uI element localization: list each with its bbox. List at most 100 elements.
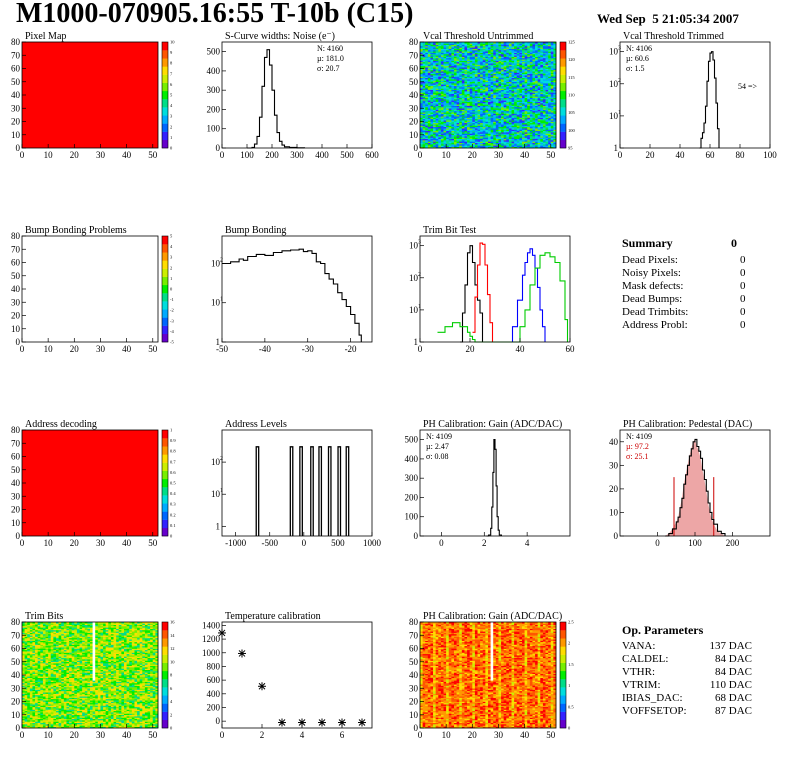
heatmap-cell: [448, 125, 452, 128]
heatmap-cell: [469, 122, 473, 125]
heatmap-cell: [438, 130, 442, 133]
y-tick-label: 0: [614, 531, 619, 541]
heatmap-cell: [467, 120, 470, 122]
heatmap-cell: [464, 108, 468, 110]
heatmap-cell: [480, 134, 484, 137]
heatmap-cell: [420, 112, 423, 114]
heatmap-cell: [440, 59, 444, 61]
heatmap-cell: [443, 97, 447, 100]
heatmap-cell: [464, 57, 468, 60]
heatmap-cell: [469, 134, 473, 137]
heatmap-cell: [446, 98, 450, 101]
heatmap-cell: [490, 120, 494, 122]
heatmap-cell: [461, 126, 465, 129]
heatmap-cell: [467, 105, 470, 108]
heatmap-cell: [456, 120, 460, 122]
heatmap-cell: [440, 122, 444, 125]
heatmap-cell: [425, 95, 429, 97]
heatmap-cell: [469, 53, 473, 56]
heatmap-cell: [477, 93, 481, 96]
heatmap-cell: [422, 112, 426, 114]
heatmap-cell: [480, 76, 484, 79]
heatmap-cell: [420, 49, 423, 52]
heatmap-cell: [482, 52, 486, 55]
heatmap-cell: [425, 101, 429, 104]
heatmap-cell: [448, 133, 452, 136]
heatmap-cell: [454, 73, 457, 76]
heatmap-cell: [430, 125, 434, 128]
heatmap-cell: [454, 69, 457, 72]
heatmap-cell: [433, 145, 436, 147]
heatmap-cell: [469, 48, 473, 51]
x-tick-label: 40: [676, 150, 686, 160]
heatmap-cell: [488, 59, 491, 61]
heatmap-cell: [425, 129, 429, 132]
colorbar-tick-label: -5: [170, 340, 174, 345]
heatmap-cell: [422, 72, 426, 75]
heatmap-cell: [435, 105, 439, 108]
heatmap-cell: [485, 45, 489, 48]
y-tick-label: 0: [16, 337, 21, 347]
heatmap-cell: [422, 122, 426, 125]
heatmap-cell: [420, 88, 423, 91]
heatmap-cell: [456, 88, 460, 91]
heatmap-cell: [490, 98, 494, 101]
heatmap-cell: [485, 71, 489, 73]
heatmap-cell: [454, 146, 457, 149]
heatmap-cell: [438, 85, 442, 88]
heatmap-cell: [448, 83, 452, 85]
heatmap-cell: [420, 72, 423, 75]
heatmap-cell: [438, 84, 442, 87]
heatmap-cell: [438, 53, 442, 56]
heatmap-cell: [461, 89, 465, 92]
heatmap-cell: [430, 130, 434, 133]
heatmap-cell: [433, 113, 436, 116]
heatmap-cell: [480, 136, 484, 138]
heatmap-cell: [427, 117, 431, 120]
heatmap-cell: [451, 88, 455, 91]
heatmap-cell: [435, 47, 439, 49]
heatmap-cell: [430, 95, 434, 97]
y-tick-label: 500: [405, 435, 419, 445]
heatmap-cell: [482, 42, 486, 44]
heatmap-cell: [467, 102, 470, 105]
heatmap-cell: [474, 101, 478, 104]
heatmap-cell: [488, 69, 491, 72]
chart-title: S-Curve widths: Noise (e⁻): [225, 31, 335, 42]
heatmap-cell: [472, 133, 476, 136]
colorbar-segment: [560, 131, 566, 141]
heatmap-cell: [472, 68, 476, 71]
heatmap-cell: [433, 84, 436, 87]
y-tick-label: 60: [409, 64, 419, 74]
histogram-line: [507, 248, 546, 343]
heatmap-cell: [425, 122, 429, 125]
heatmap-cell: [438, 141, 442, 144]
heatmap-cell: [456, 114, 460, 117]
heatmap-cell: [446, 120, 450, 122]
x-tick-label: 600: [365, 150, 379, 160]
heatmap-cell: [454, 91, 457, 93]
heatmap-cell: [469, 91, 473, 93]
heatmap-cell: [482, 88, 486, 91]
heatmap-cell: [451, 48, 455, 51]
heatmap-cell: [461, 67, 465, 69]
heatmap-cell: [451, 84, 455, 87]
heatmap-cell: [477, 96, 481, 98]
chart-title: Trim Bits: [25, 611, 63, 622]
chart-title: Vcal Threshold Trimmed: [623, 31, 724, 42]
heatmap-cell: [420, 61, 423, 64]
heatmap-cell: [454, 118, 457, 121]
heatmap-cell: [422, 116, 426, 118]
heatmap-cell: [438, 116, 442, 118]
heatmap-cell: [467, 125, 470, 128]
heatmap-cell: [422, 97, 426, 100]
heatmap-cell: [474, 130, 478, 133]
heatmap-cell: [446, 125, 450, 128]
heatmap-cell: [427, 125, 431, 128]
heatmap-cell: [425, 112, 429, 114]
heatmap-cell: [480, 52, 484, 55]
heatmap-cell: [485, 128, 489, 130]
heatmap-cell: [448, 60, 452, 63]
heatmap-cell: [448, 85, 452, 88]
